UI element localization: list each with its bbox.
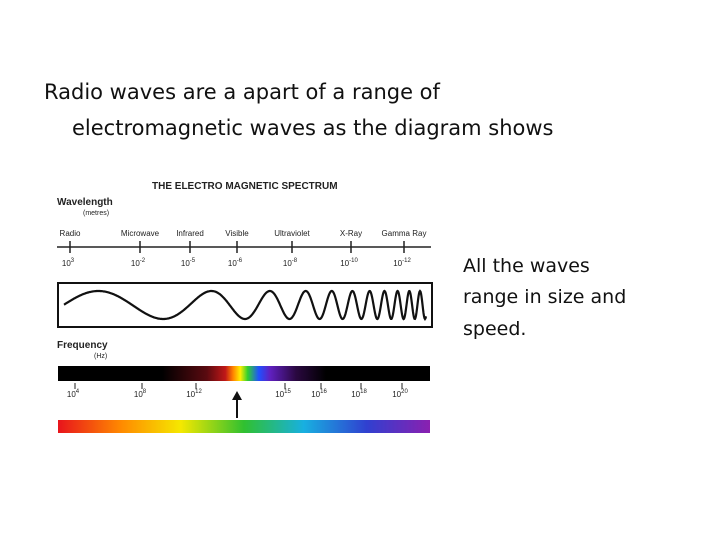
- tick-label: 1015: [275, 389, 291, 399]
- tick-base: 10: [181, 259, 190, 268]
- tick-label: 1018: [351, 389, 367, 399]
- tick-label: 103: [62, 258, 75, 268]
- bullet-line: electromagnetic waves as the diagram sho…: [72, 116, 554, 140]
- tick-label: 1020: [392, 389, 408, 399]
- tick-base: 10: [275, 390, 284, 399]
- tick-label: 1012: [186, 389, 202, 399]
- tick-base: 10: [283, 259, 292, 268]
- band-label: Visible: [225, 229, 249, 238]
- tick-label: 10-12: [393, 258, 411, 268]
- axis-label: Frequency: [57, 340, 108, 351]
- tick-label: 10-5: [181, 258, 196, 268]
- tick-exp: -8: [292, 258, 298, 264]
- tick-label: 10-8: [283, 258, 298, 268]
- band-label: X-Ray: [340, 229, 362, 238]
- tick-exp: 20: [401, 389, 408, 395]
- band-label: Gamma Ray: [382, 229, 427, 238]
- tick-exp: -12: [402, 258, 411, 264]
- visible-bar: [58, 420, 430, 433]
- wave: [63, 289, 428, 321]
- tick-base: 10: [131, 259, 140, 268]
- tick-exp: 15: [284, 389, 291, 395]
- tick-base: 10: [228, 259, 237, 268]
- diagram-title: THE ELECTRO MAGNETIC SPECTRUM: [152, 181, 338, 192]
- wave-box: [57, 282, 433, 328]
- tick-base: 10: [393, 259, 402, 268]
- tick-base: 10: [134, 390, 143, 399]
- tick-label: 1016: [311, 389, 327, 399]
- tick-exp: 18: [360, 389, 367, 395]
- tick-exp: 12: [195, 389, 202, 395]
- axis-unit: (metres): [83, 210, 109, 217]
- tick-exp: -10: [349, 258, 358, 264]
- tick-exp: 16: [320, 389, 327, 395]
- band-label: Infrared: [176, 229, 204, 238]
- band-label: Radio: [60, 229, 81, 238]
- tick-label: 10-6: [228, 258, 243, 268]
- axis-unit: (Hz): [94, 353, 107, 360]
- tick-base: 10: [186, 390, 195, 399]
- tick-base: 10: [311, 390, 320, 399]
- tick-exp: 3: [71, 258, 75, 264]
- arrow-head: [232, 391, 242, 400]
- side-text: range in size and: [463, 286, 627, 308]
- tick-exp: -6: [237, 258, 243, 264]
- band-label: Ultraviolet: [274, 229, 310, 238]
- tick-label: 10-2: [131, 258, 146, 268]
- tick-base: 10: [67, 390, 76, 399]
- tick-base: 10: [392, 390, 401, 399]
- tick-exp: -2: [140, 258, 146, 264]
- side-text: speed.: [463, 318, 527, 340]
- tick-base: 10: [340, 259, 349, 268]
- bullet-line: Radio waves are a apart of a range of: [44, 80, 440, 104]
- band-label: Microwave: [121, 229, 160, 238]
- tick-label: 108: [134, 389, 147, 399]
- side-text: All the waves: [463, 255, 590, 277]
- tick-base: 10: [62, 259, 71, 268]
- tick-exp: 4: [76, 389, 80, 395]
- axis-label: Wavelength: [57, 197, 113, 208]
- tick-exp: -5: [190, 258, 196, 264]
- tick-base: 10: [351, 390, 360, 399]
- tick-label: 104: [67, 389, 80, 399]
- spectrum-bar: [58, 366, 430, 381]
- tick-label: 10-10: [340, 258, 358, 268]
- tick-exp: 8: [143, 389, 147, 395]
